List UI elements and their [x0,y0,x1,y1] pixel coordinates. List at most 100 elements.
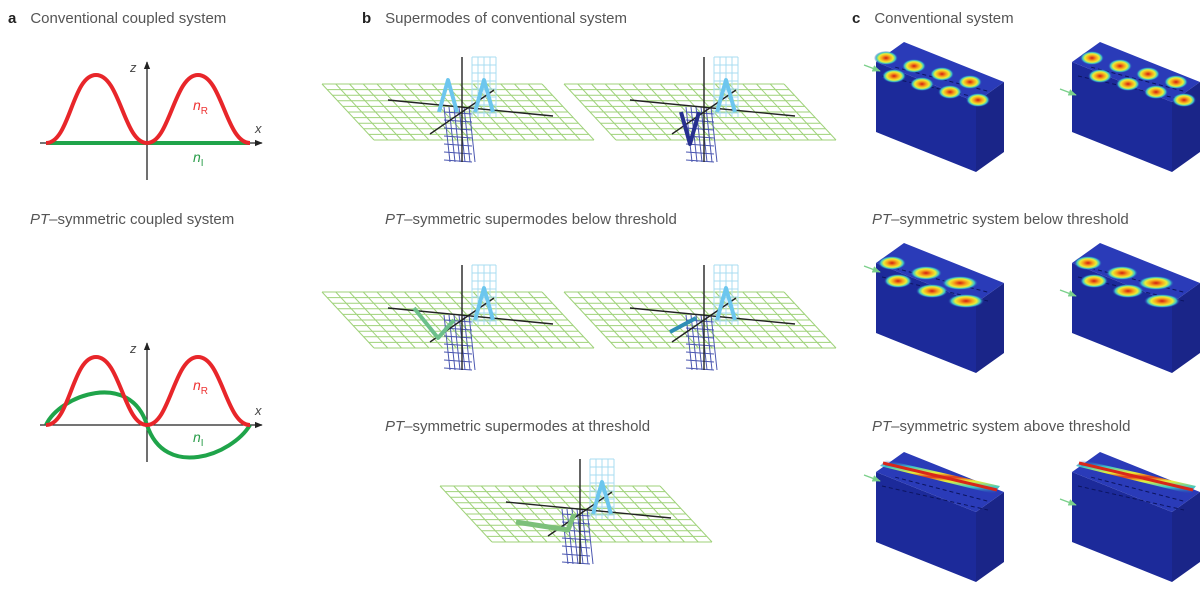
grid-line [443,111,473,115]
panel-a-bottom-plot: z x nR nI [40,341,263,462]
grid-line [522,485,575,543]
grid-line [335,83,389,141]
field-hotspot [1172,93,1196,107]
n-r-label: nR [193,377,208,397]
field-box [1059,42,1200,172]
grid-line [591,83,644,141]
grid-line [673,83,727,141]
grid-line [443,127,473,131]
real-index-curve [45,354,251,428]
grid-line [443,159,473,163]
field-hotspot [1108,59,1132,73]
grid-line [514,83,567,141]
n-r-label: nR [193,97,208,117]
grid-line [453,485,507,543]
box-front [1072,472,1172,582]
grid-line [769,83,823,141]
field-hotspot [966,93,990,107]
x-axis-label: x [254,121,262,136]
grid-line [321,291,375,349]
grid-line [549,485,603,543]
grid-line [705,314,713,371]
grid-line [468,106,476,163]
z-axis-label: z [129,60,137,75]
grid-line [514,291,567,349]
grid-line [404,291,457,349]
grid-line [376,83,430,141]
field-hotspot [910,77,934,91]
field-hotspot [916,284,948,298]
field-hotspot [1164,75,1188,89]
input-arrow [863,265,881,273]
field-box [1059,452,1200,582]
grid-line [431,83,485,141]
panel-c-title: c Conventional system [852,10,1014,27]
box-front [876,263,976,373]
mode-profile [437,78,459,113]
mode-profile [669,316,697,334]
box-side [976,283,1004,373]
grid-line [321,83,375,141]
grid-line [756,291,809,349]
panel-a-subtitle: PT–symmetric coupled system [30,211,235,228]
grid-line [604,83,658,141]
grid-line [685,351,715,355]
grid-line [443,143,473,147]
panel-c-subtitle-below: PT–symmetric system below threshold [872,211,1129,228]
grid-line [685,343,715,347]
grid-line [705,106,713,163]
grid-line [783,291,837,349]
grid-line [431,291,485,349]
grid-line [586,508,594,565]
panel-c-field-plots [863,42,1200,582]
mode-profile [412,306,456,340]
mode-profile [515,513,577,533]
field-hotspot [1106,266,1138,280]
grid-line [480,485,534,543]
grid-line [685,359,715,363]
field-hotspot [1112,284,1144,298]
panel-c-subtitle-above: PT–symmetric system above threshold [872,418,1131,435]
panel-a-top-plot: z x nR nI [40,60,263,180]
mode-profile [473,78,495,113]
grid-line [443,335,473,339]
field-box [863,452,1004,582]
input-arrow [1059,498,1077,506]
grid-line [561,561,591,565]
grid-line [618,485,672,543]
grid-line [443,351,473,355]
mode-profile [591,480,613,515]
grid-line [500,291,554,349]
field-hotspot [938,85,962,99]
grid-line [685,151,715,155]
supermode-plot [563,264,837,371]
mode-profile [715,78,737,113]
field-hotspot [948,294,984,308]
n-i-label: nI [193,429,204,449]
field-beam-core [1078,461,1194,492]
axis-line [629,99,796,117]
axis-line [629,307,796,325]
grid-line [443,319,473,323]
grid-line [701,83,754,141]
grid-line [494,485,548,543]
axis-line [387,99,554,117]
grid-line [500,83,554,141]
box-side [1172,492,1200,582]
mode-profile [715,286,737,321]
grid-line [618,83,672,141]
grid-line [443,135,473,139]
grid-line [577,485,630,543]
supermode-plot [439,458,713,565]
input-arrow [1059,88,1077,96]
grid-line [756,83,809,141]
grid-line [349,83,402,141]
box-side [976,492,1004,582]
field-hotspot [1080,51,1104,65]
supermode-plot [563,56,837,163]
input-arrow [863,474,881,482]
grid-line [591,291,644,349]
field-hotspot [884,274,912,288]
field-box [863,42,1004,172]
